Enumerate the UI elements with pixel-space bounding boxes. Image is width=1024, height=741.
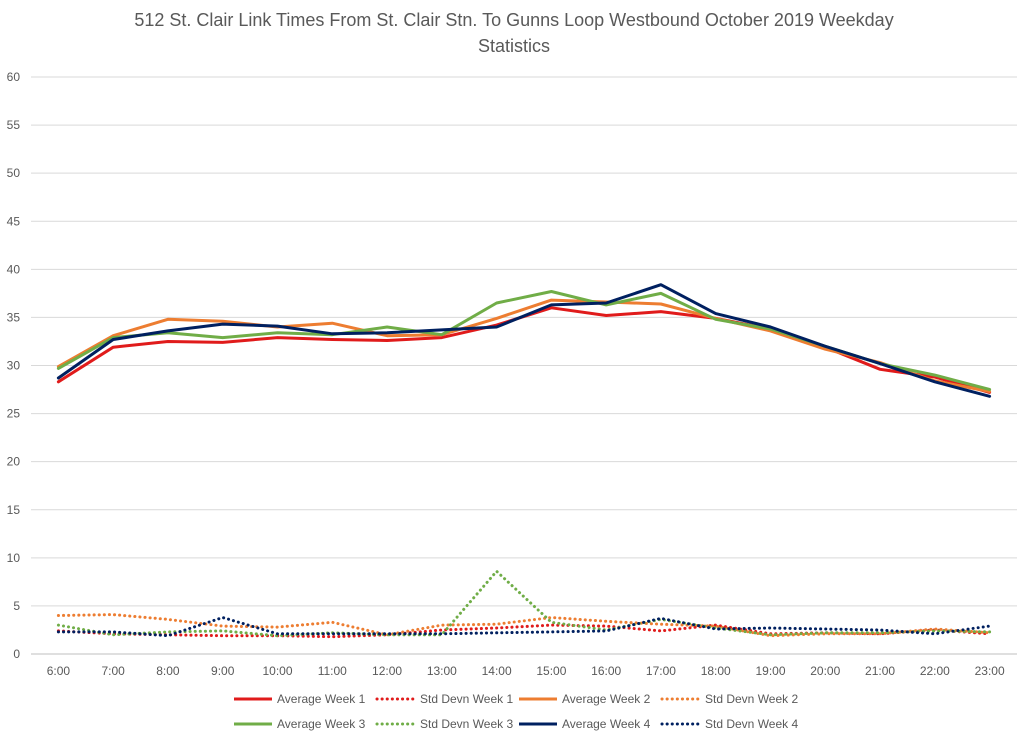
- series-line-std-devn-week-3: [56, 569, 992, 638]
- y-tick-label: 5: [13, 599, 20, 613]
- x-tick-label: 23:00: [975, 664, 1005, 678]
- x-tick-label: 15:00: [536, 664, 566, 678]
- x-tick-label: 8:00: [156, 664, 180, 678]
- y-tick-label: 25: [7, 407, 21, 421]
- series-line-std-devn-week-4: [56, 616, 992, 638]
- gridlines: [31, 76, 1017, 655]
- chart-subtitle: Statistics: [478, 36, 550, 56]
- chart-title: 512 St. Clair Link Times From St. Clair …: [134, 10, 893, 30]
- y-tick-label: 60: [7, 70, 21, 84]
- x-tick-label: 6:00: [47, 664, 71, 678]
- legend-item: Average Week 2: [519, 692, 651, 706]
- y-tick-label: 0: [13, 647, 20, 661]
- legend-label: Std Devn Week 1: [420, 692, 513, 706]
- x-tick-label: 21:00: [865, 664, 895, 678]
- x-tick-label: 7:00: [101, 664, 125, 678]
- legend-label: Average Week 4: [562, 717, 651, 731]
- x-tick-label: 13:00: [427, 664, 457, 678]
- legend-label: Average Week 2: [562, 692, 651, 706]
- legend-item: Std Devn Week 4: [660, 717, 798, 731]
- y-tick-label: 35: [7, 310, 21, 324]
- x-tick-label: 14:00: [482, 664, 512, 678]
- legend-item: Std Devn Week 1: [375, 692, 513, 706]
- x-tick-label: 16:00: [591, 664, 621, 678]
- y-tick-label: 30: [7, 359, 21, 373]
- legend-item: Std Devn Week 3: [375, 717, 513, 731]
- y-tick-label: 45: [7, 214, 21, 228]
- legend-label: Std Devn Week 2: [705, 692, 798, 706]
- x-tick-label: 17:00: [646, 664, 676, 678]
- x-tick-label: 19:00: [755, 664, 785, 678]
- y-tick-label: 10: [7, 551, 21, 565]
- x-tick-label: 18:00: [701, 664, 731, 678]
- y-tick-label: 15: [7, 503, 21, 517]
- legend-label: Average Week 1: [277, 692, 366, 706]
- x-axis-ticks: 6:00 7:00 8:00 9:00 10:00 11:00 12:00 13:00 14:0…: [47, 664, 1005, 678]
- legend-item: Average Week 4: [519, 717, 651, 731]
- x-tick-label: 11:00: [318, 664, 347, 678]
- legend-label: Average Week 3: [277, 717, 366, 731]
- x-tick-label: 22:00: [920, 664, 950, 678]
- x-tick-label: 12:00: [372, 664, 402, 678]
- legend-item: Average Week 1: [234, 692, 366, 706]
- legend-item: Std Devn Week 2: [660, 692, 798, 706]
- y-axis-ticks: 0 5 10 15 20 25 30 35 40 45 50 55 60: [7, 70, 21, 661]
- legend: Average Week 1 Std Devn Week 1 Average Wee…: [234, 692, 798, 731]
- series-line-std-devn-week-2: [56, 613, 992, 638]
- y-tick-label: 40: [7, 262, 21, 276]
- y-tick-label: 20: [7, 455, 21, 469]
- x-tick-label: 20:00: [810, 664, 840, 678]
- series-line-average-week-2: [56, 298, 992, 393]
- series-lines: [56, 283, 992, 639]
- y-tick-label: 50: [7, 166, 21, 180]
- legend-label: Std Devn Week 3: [420, 717, 513, 731]
- legend-label: Std Devn Week 4: [705, 717, 798, 731]
- series-line-average-week-4: [56, 283, 992, 398]
- y-tick-label: 55: [7, 118, 21, 132]
- x-tick-label: 10:00: [262, 664, 292, 678]
- legend-item: Average Week 3: [234, 717, 366, 731]
- x-tick-label: 9:00: [211, 664, 235, 678]
